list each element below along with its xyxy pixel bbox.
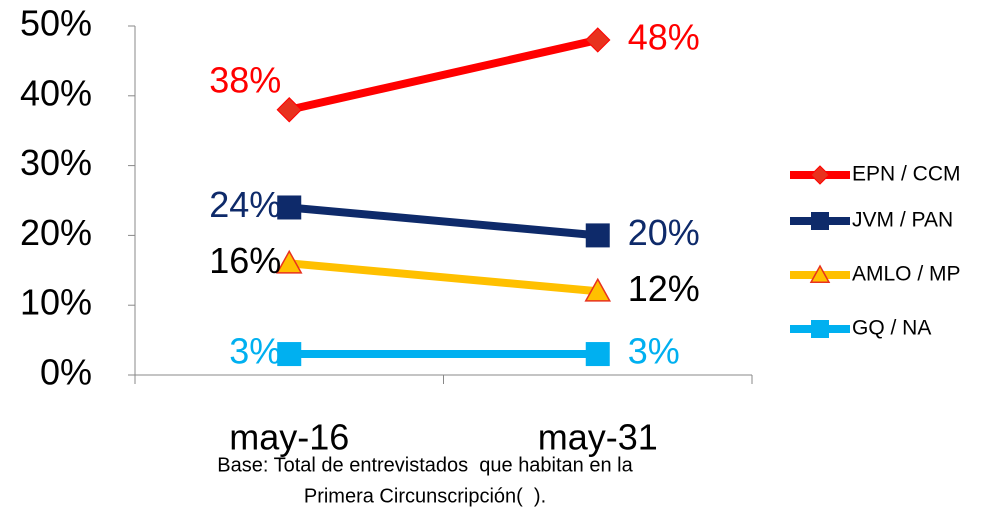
y-tick-label: 40% [20,72,92,113]
legend-label: GQ / NA [852,317,931,340]
marker [585,342,610,367]
x-tick-label: may-31 [538,417,658,458]
y-tick-label: 20% [20,212,92,253]
data-label: 24% [209,184,281,225]
data-label: 3% [229,331,281,372]
marker [584,277,612,302]
data-label: 12% [628,268,700,309]
legend-label: JVM / PAN [852,209,953,232]
data-label: 20% [628,212,700,253]
marker [585,27,611,53]
y-tick-label: 50% [20,3,92,44]
marker [810,165,830,185]
marker [277,342,302,367]
legend-label: EPN / CCM [852,163,961,186]
data-label: 16% [209,240,281,281]
marker [809,264,831,283]
x-tick-label: may-16 [229,417,349,458]
y-tick-label: 0% [40,352,92,393]
y-tick-label: 30% [20,142,92,183]
marker [811,212,829,230]
data-label: 48% [628,16,700,57]
footnote: Primera Circunscripción( ). [304,485,546,507]
marker [275,249,303,274]
footnote: Base: Total de entrevistados que habitan… [217,454,633,476]
data-label: 38% [209,59,281,100]
marker [585,223,610,248]
series-line [285,259,602,296]
marker [277,195,302,220]
marker [276,97,302,123]
marker [811,320,829,338]
series-line [285,203,602,240]
series-line [285,35,602,114]
y-tick-label: 10% [20,282,92,323]
data-label: 3% [628,331,680,372]
legend-label: AMLO / MP [852,263,961,286]
